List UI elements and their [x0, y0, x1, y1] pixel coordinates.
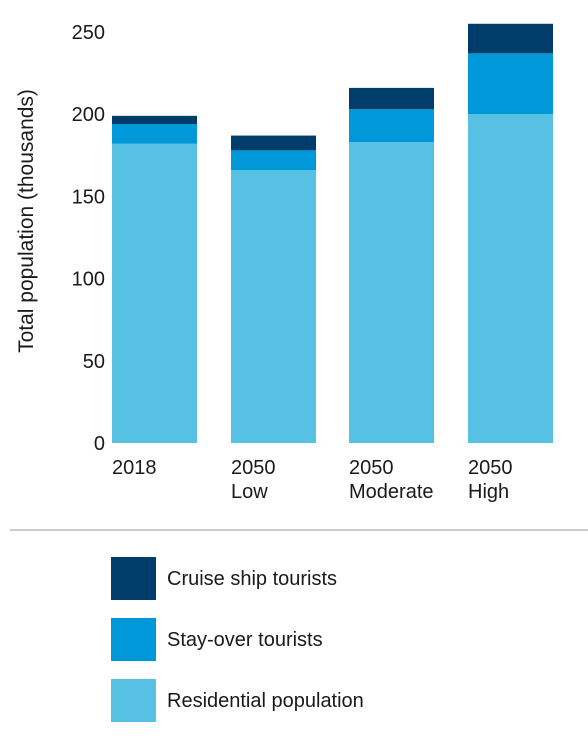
x-tick-label: 2050	[349, 457, 394, 479]
bar-segment-stay-over-tourists	[468, 53, 553, 115]
y-tick-label: 50	[83, 351, 105, 373]
legend-label-residential-population: Residential population	[167, 690, 364, 712]
bar-segment-stay-over-tourists	[349, 109, 434, 143]
x-tick-label: 2018	[112, 457, 157, 479]
legend-swatch-stay-over-tourists	[111, 618, 156, 661]
bar-segment-residential-population	[468, 114, 553, 443]
y-tick-label: 0	[94, 433, 105, 455]
bar-segment-cruise-ship-tourists	[112, 115, 197, 125]
y-tick-label: 150	[72, 186, 105, 208]
bar-segment-residential-population	[112, 143, 197, 444]
y-axis: 0 50 100 150 200 250	[72, 22, 105, 455]
bar-segment-cruise-ship-tourists	[349, 87, 434, 110]
x-tick-label: 2050	[231, 457, 276, 479]
legend: Cruise ship tourists Stay-over tourists Re…	[111, 557, 364, 722]
bar-segment-stay-over-tourists	[112, 124, 197, 144]
x-tick-label: Low	[231, 481, 268, 503]
bar-segment-residential-population	[349, 142, 434, 443]
y-tick-label: 100	[72, 269, 105, 291]
legend-swatch-residential-population	[111, 679, 156, 722]
y-tick-label: 250	[72, 22, 105, 44]
bar-segment-cruise-ship-tourists	[468, 23, 553, 54]
x-tick-label: Moderate	[349, 481, 434, 503]
legend-label-stay-over-tourists: Stay-over tourists	[167, 629, 323, 651]
legend-swatch-cruise-ship-tourists	[111, 557, 156, 600]
bar-segment-cruise-ship-tourists	[231, 135, 316, 151]
legend-label-cruise-ship-tourists: Cruise ship tourists	[167, 568, 337, 590]
x-tick-label: High	[468, 481, 509, 503]
y-axis-label: Total population (thousands)	[15, 89, 38, 353]
y-tick-label: 200	[72, 104, 105, 126]
bars	[112, 23, 553, 444]
x-tick-label: 2050	[468, 457, 513, 479]
bar-segment-stay-over-tourists	[231, 150, 316, 171]
bar-segment-residential-population	[231, 170, 316, 443]
